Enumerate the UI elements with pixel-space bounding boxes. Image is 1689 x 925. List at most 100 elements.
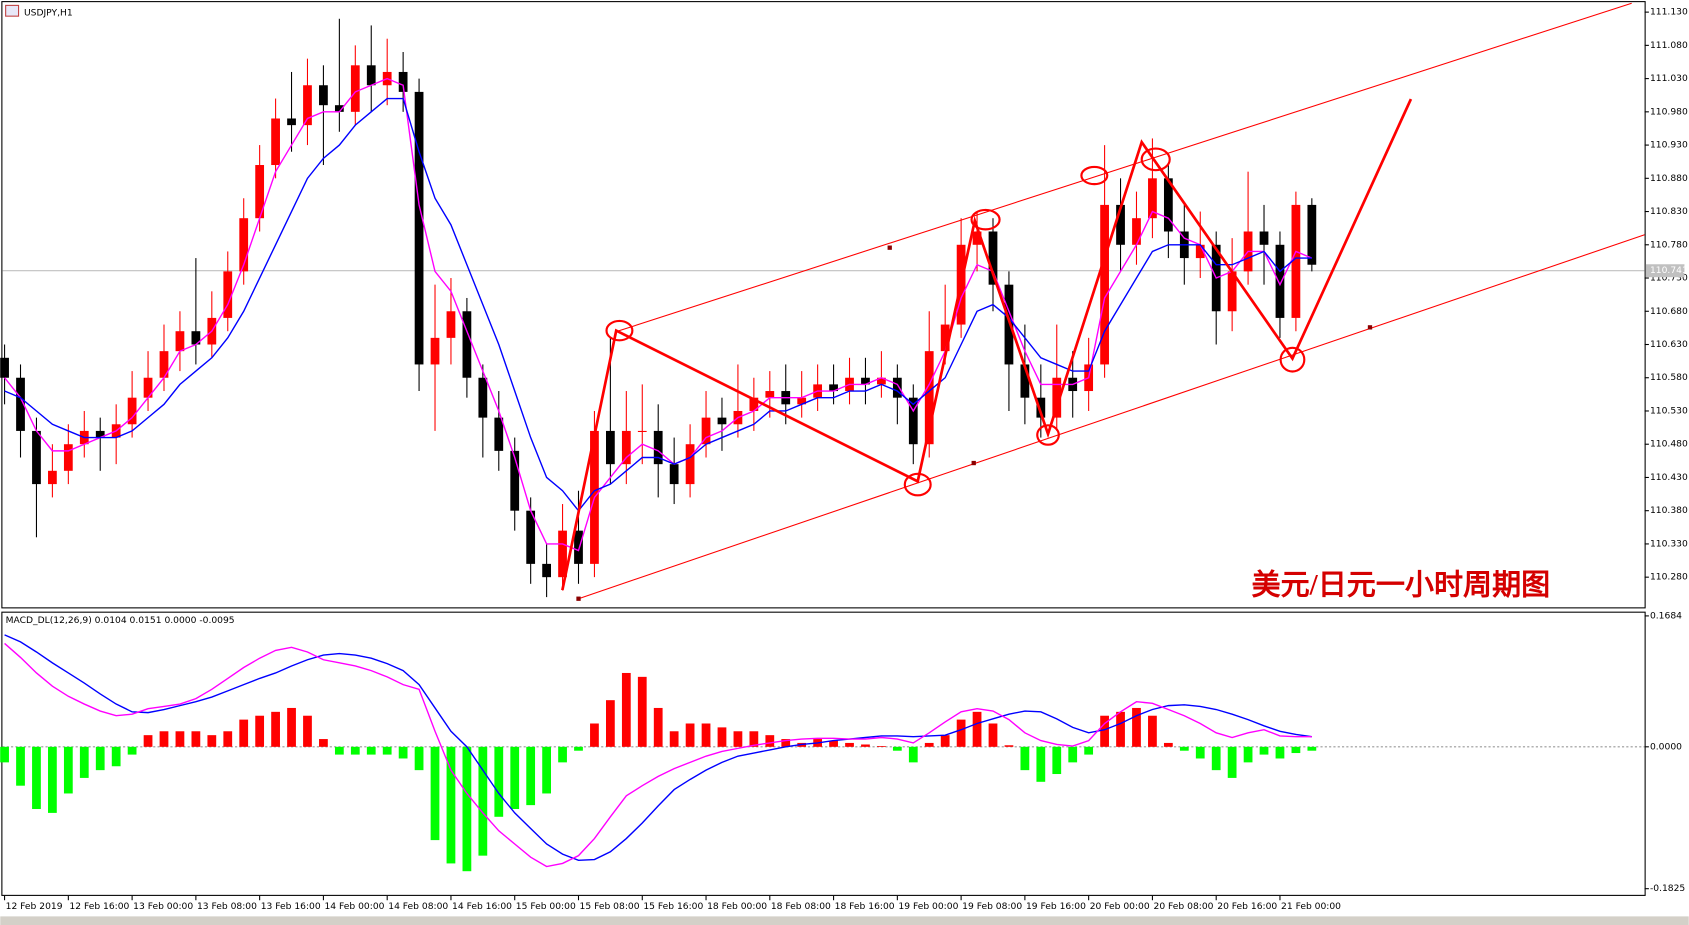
candle-body [669, 464, 679, 485]
candle-body [319, 85, 328, 106]
indicator-line [4, 97, 1312, 512]
candle-body [223, 271, 233, 318]
histogram-bar [733, 731, 743, 747]
histogram-bar [765, 735, 775, 747]
histogram-bar [127, 746, 137, 755]
chart-annotation: 美元/日元一小时周期图 [1252, 569, 1551, 602]
candle-body [1195, 244, 1205, 259]
candle-body [1307, 204, 1317, 265]
histogram-bar [159, 731, 169, 747]
histogram-bar [143, 735, 153, 747]
histogram-bar [1227, 746, 1237, 778]
y-tick-label: 110.580 [1650, 373, 1688, 383]
candle-body [621, 430, 631, 465]
x-tick-label: 19 Feb 00:00 [898, 902, 958, 912]
x-tick-label: 20 Feb 00:00 [1090, 902, 1150, 912]
histogram-bar [63, 746, 73, 794]
y-tick-label: 0.1684 [1650, 611, 1682, 621]
histogram-bar [1116, 711, 1125, 747]
histogram-bar [861, 744, 870, 747]
current-price-box [1645, 264, 1685, 278]
candle-body [398, 71, 408, 92]
candle-body [1132, 218, 1141, 245]
indicator-line [4, 77, 1313, 552]
histogram-bar [1020, 746, 1030, 771]
candle-body [159, 351, 169, 378]
indicator-title: MACD_DL(12,26,9) 0.0104 0.0151 0.0000 -0… [6, 616, 235, 626]
histogram-bar [1211, 746, 1221, 771]
histogram-bar [1291, 746, 1301, 754]
histogram-bar [0, 746, 9, 763]
indicator-line [4, 634, 1312, 862]
x-tick-label: 18 Feb 16:00 [835, 902, 895, 912]
candle-body [1020, 364, 1030, 398]
anchor-point [576, 596, 581, 601]
candle-body [48, 470, 57, 485]
y-tick-label: 111.080 [1650, 41, 1688, 51]
candle-body [303, 85, 312, 126]
channel-line [578, 234, 1645, 600]
channel-line [616, 2, 1632, 333]
candle-body [143, 377, 153, 398]
y-tick-label: 110.980 [1650, 107, 1688, 117]
candle-body [430, 337, 440, 365]
histogram-bar [924, 742, 934, 747]
candle-body [765, 391, 775, 398]
y-tick-label: 0.0000 [1650, 742, 1682, 752]
anchor-point [971, 460, 976, 466]
histogram-bar [16, 746, 25, 786]
candle-body [1163, 178, 1173, 232]
candle-body [685, 444, 695, 485]
chart-icon [5, 4, 20, 17]
candle-body [1275, 244, 1285, 318]
histogram-bar [1275, 746, 1285, 759]
candle-body [32, 430, 41, 485]
candle-body [1116, 204, 1125, 245]
histogram-bar [319, 739, 328, 747]
candle-body [1259, 231, 1269, 245]
anchor-point [887, 245, 892, 250]
histogram-bar [414, 746, 424, 771]
histogram-bar [621, 672, 631, 747]
histogram-bar [877, 746, 886, 747]
candle-body [749, 397, 759, 411]
indicator-line [4, 642, 1312, 868]
candle-body [1148, 178, 1157, 219]
y-tick-label: 110.530 [1650, 406, 1688, 416]
histogram-bar [605, 700, 615, 747]
histogram-bar [79, 746, 89, 778]
y-tick-label: 110.280 [1650, 573, 1688, 583]
pivot-circle [605, 319, 634, 342]
histogram-bar [1052, 746, 1062, 775]
histogram-bar [1036, 746, 1046, 782]
x-tick-label: 13 Feb 16:00 [261, 902, 321, 912]
histogram-bar [717, 727, 727, 747]
histogram-bar [48, 746, 57, 813]
candle-body [287, 118, 296, 126]
candle-body [861, 377, 870, 385]
histogram-bar [1004, 745, 1014, 747]
candle-body [574, 530, 583, 564]
histogram-bar [526, 746, 536, 806]
y-tick-label: 110.780 [1650, 240, 1688, 250]
histogram-bar [653, 707, 663, 747]
x-tick-label: 14 Feb 00:00 [324, 902, 384, 912]
y-tick-label: 110.880 [1650, 174, 1688, 184]
histogram-bar [892, 746, 902, 751]
histogram-bar [239, 719, 249, 747]
analysis-drawings [561, 2, 1645, 601]
x-tick-label: 18 Feb 08:00 [771, 902, 831, 912]
candle-body [908, 397, 918, 445]
candle-body [239, 218, 249, 272]
histogram-bar [1148, 715, 1157, 747]
histogram-bar [255, 715, 265, 747]
histogram-bar [191, 731, 201, 747]
candle-body [637, 430, 647, 432]
histogram-bar [940, 735, 950, 747]
histogram-bar [558, 746, 567, 763]
x-tick-label: 12 Feb 2019 [6, 902, 63, 912]
candle-body [717, 417, 727, 425]
histogram-bar [271, 711, 280, 747]
x-tick-label: 20 Feb 16:00 [1217, 902, 1277, 912]
candle-body [95, 430, 105, 438]
